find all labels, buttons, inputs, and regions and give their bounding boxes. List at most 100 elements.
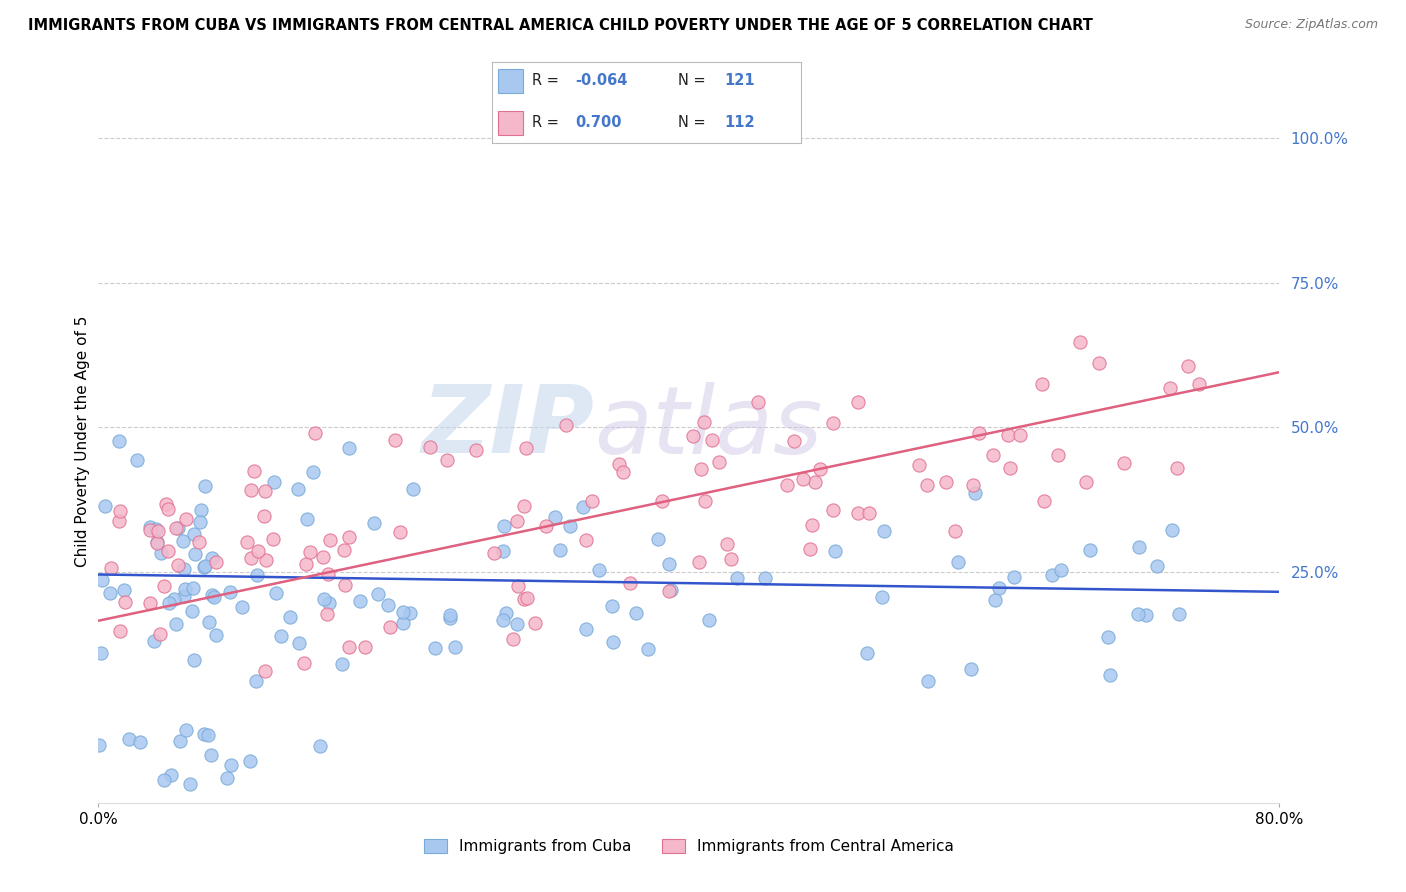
Point [917, 673, 939, 688]
Point [316, 567, 339, 582]
Point [637, 642, 659, 657]
Point [502, 632, 524, 647]
Point [439, 611, 461, 625]
Point [198, 615, 221, 630]
Point [491, 613, 513, 627]
Point [399, 606, 422, 620]
Point [1146, 559, 1168, 574]
Point [252, 509, 274, 524]
Point [165, 521, 187, 535]
Point [193, 727, 215, 741]
Point [983, 593, 1005, 607]
Point [619, 576, 641, 591]
Text: 121: 121 [724, 73, 755, 88]
Point [183, 527, 205, 541]
Point [128, 735, 150, 749]
Y-axis label: Child Poverty Under the Age of 5: Child Poverty Under the Age of 5 [75, 316, 90, 567]
Point [799, 542, 821, 557]
Point [607, 457, 630, 471]
Point [754, 571, 776, 585]
Point [157, 543, 180, 558]
Point [363, 516, 385, 531]
Point [146, 535, 169, 549]
Point [1078, 543, 1101, 558]
Point [946, 555, 969, 569]
Point [253, 664, 276, 678]
Point [167, 520, 190, 534]
Point [1033, 494, 1056, 508]
Point [146, 534, 169, 549]
Point [998, 460, 1021, 475]
Point [558, 518, 581, 533]
Point [197, 728, 219, 742]
Point [184, 547, 207, 561]
Point [246, 568, 269, 582]
Point [219, 758, 242, 772]
Point [1161, 523, 1184, 537]
Point [163, 591, 186, 606]
Point [1031, 376, 1053, 391]
Point [1126, 607, 1149, 621]
Point [1040, 568, 1063, 582]
Point [626, 606, 648, 620]
Point [318, 596, 340, 610]
Point [651, 493, 673, 508]
Point [908, 458, 931, 473]
Point [217, 771, 239, 785]
Point [139, 596, 162, 610]
Point [555, 417, 578, 432]
Point [254, 483, 277, 498]
Point [1046, 448, 1069, 462]
Point [318, 533, 340, 548]
Point [312, 549, 335, 564]
Point [174, 723, 197, 737]
Point [194, 479, 217, 493]
Point [332, 657, 354, 671]
Point [107, 434, 129, 448]
Point [194, 559, 217, 574]
Point [308, 739, 330, 753]
Point [693, 415, 716, 429]
Point [1099, 668, 1122, 682]
Point [314, 591, 336, 606]
Point [492, 544, 515, 558]
Point [254, 552, 277, 566]
Point [264, 586, 287, 600]
Point [647, 532, 669, 546]
Point [354, 640, 377, 655]
Point [506, 514, 529, 528]
Point [114, 594, 136, 608]
Point [183, 653, 205, 667]
Point [157, 596, 180, 610]
Point [682, 429, 704, 443]
Point [149, 627, 172, 641]
Point [707, 455, 730, 469]
Point [536, 519, 558, 533]
Point [484, 546, 506, 560]
Point [943, 524, 966, 539]
Point [1167, 607, 1189, 621]
Point [846, 395, 869, 409]
Point [810, 462, 832, 476]
Point [87, 738, 110, 752]
Point [581, 494, 603, 508]
Point [173, 562, 195, 576]
Point [661, 582, 683, 597]
Point [824, 543, 846, 558]
Point [173, 582, 195, 597]
Point [960, 662, 983, 676]
Point [202, 591, 225, 605]
Point [377, 598, 399, 612]
Point [247, 544, 270, 558]
Point [193, 559, 215, 574]
Point [969, 426, 991, 441]
Point [243, 464, 266, 478]
Point [792, 473, 814, 487]
Point [516, 591, 538, 606]
Point [588, 563, 610, 577]
Point [697, 613, 720, 627]
Point [245, 674, 267, 689]
Point [384, 434, 406, 448]
Point [690, 462, 713, 476]
Point [337, 530, 360, 544]
